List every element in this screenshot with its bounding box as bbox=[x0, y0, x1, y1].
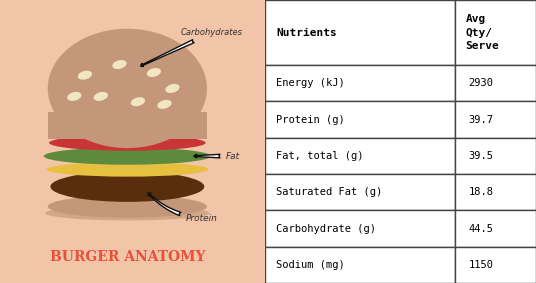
Bar bbox=[265, 101, 455, 138]
Ellipse shape bbox=[158, 100, 172, 109]
Bar bbox=[265, 65, 455, 101]
Text: Nutrients: Nutrients bbox=[276, 27, 337, 38]
Text: Fat: Fat bbox=[194, 152, 240, 160]
Ellipse shape bbox=[78, 71, 92, 80]
Bar bbox=[265, 0, 455, 65]
Bar bbox=[265, 247, 455, 283]
Text: Energy (kJ): Energy (kJ) bbox=[276, 78, 345, 88]
Text: 18.8: 18.8 bbox=[468, 187, 493, 197]
Bar bbox=[455, 101, 536, 138]
Bar bbox=[48, 112, 207, 139]
Text: Sodium (mg): Sodium (mg) bbox=[276, 260, 345, 270]
Text: 2930: 2930 bbox=[468, 78, 493, 88]
Ellipse shape bbox=[147, 68, 161, 77]
Bar bbox=[265, 210, 455, 247]
Ellipse shape bbox=[44, 147, 211, 165]
Text: Protein: Protein bbox=[148, 193, 218, 223]
Ellipse shape bbox=[67, 92, 81, 101]
Text: Protein (g): Protein (g) bbox=[276, 115, 345, 125]
Text: 1150: 1150 bbox=[468, 260, 493, 270]
Ellipse shape bbox=[45, 206, 210, 220]
Text: Saturated Fat (g): Saturated Fat (g) bbox=[276, 187, 382, 197]
Ellipse shape bbox=[112, 60, 126, 69]
Text: 39.5: 39.5 bbox=[468, 151, 493, 161]
Bar bbox=[455, 174, 536, 210]
Ellipse shape bbox=[47, 162, 209, 177]
Text: BURGER ANATOMY: BURGER ANATOMY bbox=[50, 250, 205, 264]
Bar bbox=[265, 138, 455, 174]
Ellipse shape bbox=[48, 195, 207, 218]
Ellipse shape bbox=[49, 135, 206, 151]
Text: 44.5: 44.5 bbox=[468, 224, 493, 233]
Bar bbox=[455, 0, 536, 65]
Text: 39.7: 39.7 bbox=[468, 115, 493, 125]
Text: Fat, total (g): Fat, total (g) bbox=[276, 151, 363, 161]
Bar bbox=[455, 138, 536, 174]
Ellipse shape bbox=[131, 97, 145, 106]
Bar bbox=[455, 247, 536, 283]
Bar bbox=[455, 210, 536, 247]
Text: Carbohydrates: Carbohydrates bbox=[140, 28, 242, 67]
Ellipse shape bbox=[94, 92, 108, 101]
Ellipse shape bbox=[165, 84, 180, 93]
Bar bbox=[265, 174, 455, 210]
Bar bbox=[455, 65, 536, 101]
Ellipse shape bbox=[50, 171, 204, 202]
Text: Avg
Qty/
Serve: Avg Qty/ Serve bbox=[466, 14, 500, 51]
Ellipse shape bbox=[48, 29, 207, 148]
Text: Carbohydrate (g): Carbohydrate (g) bbox=[276, 224, 376, 233]
